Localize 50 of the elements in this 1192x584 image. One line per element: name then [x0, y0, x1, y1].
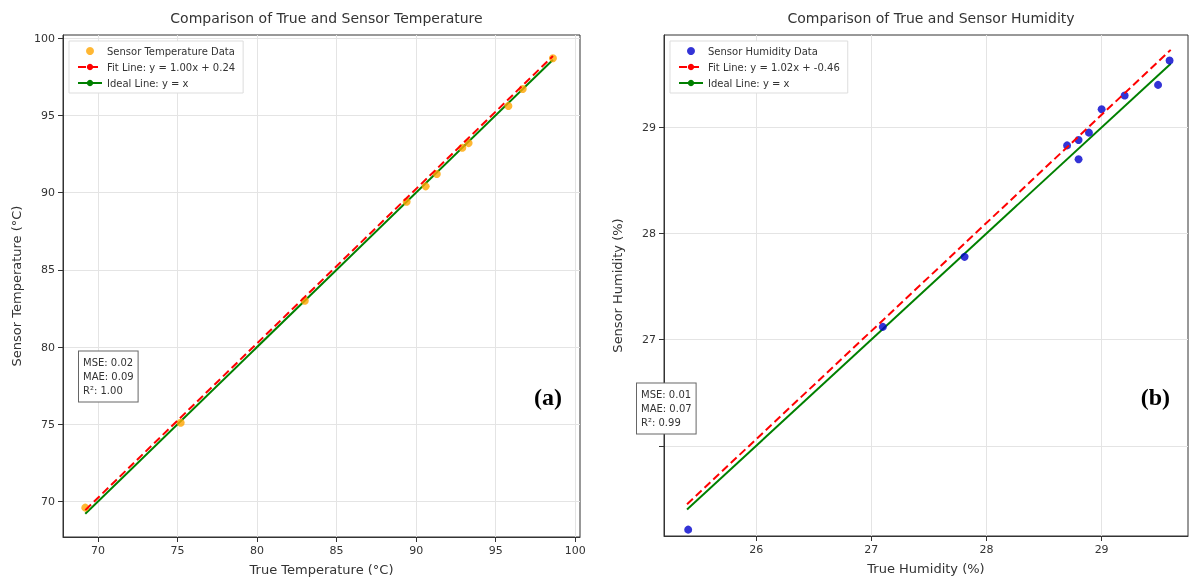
y-tick-label: 90: [41, 186, 55, 200]
y-axis-title: Sensor Humidity (%): [610, 218, 625, 353]
legend-label: Ideal Line: y = x: [107, 77, 189, 89]
legend-label: Ideal Line: y = x: [708, 77, 790, 89]
point: [432, 170, 441, 179]
y-tick-label: 100: [34, 31, 55, 45]
chart-title: Comparison of True and Sensor Temperature: [170, 10, 483, 26]
point: [504, 102, 513, 111]
annotation: (a): [534, 384, 562, 411]
annotation: MSE: 0.02 MAE: 0.09 R²: 1.00: [83, 356, 134, 396]
y-tick-label: 29: [642, 120, 656, 134]
point: [1084, 128, 1093, 137]
x-tick-label: 29: [1094, 543, 1109, 556]
x-tick-label: 80: [250, 544, 265, 557]
x-tick-label: 70: [91, 544, 105, 557]
x-tick-label: 28: [979, 543, 994, 556]
x-tick-label: 75: [170, 544, 185, 557]
point: [1154, 80, 1163, 89]
point: [1074, 155, 1083, 164]
point: [1165, 56, 1174, 65]
y-tick-label: 27: [642, 333, 656, 347]
y-tick-label: 70: [41, 494, 55, 508]
legend-label: Sensor Humidity Data: [708, 45, 818, 57]
point: [960, 252, 969, 261]
y-axis-title: Sensor Temperature (°C): [9, 205, 24, 367]
y-tick-label: 75: [41, 417, 55, 431]
point: [1097, 105, 1106, 114]
x-tick-label: 100: [564, 544, 586, 557]
x-axis-title: True Temperature (°C): [248, 562, 394, 577]
x-tick-label: 27: [864, 543, 879, 556]
legend-label: Fit Line: y = 1.02x + -0.46: [708, 61, 840, 73]
annotation: MSE: 0.01 MAE: 0.07 R²: 0.99: [641, 389, 692, 429]
x-tick-label: 85: [329, 544, 344, 557]
point: [684, 525, 693, 534]
point: [878, 322, 887, 331]
x-tick-label: 26: [749, 543, 764, 556]
x-tick-label: 95: [488, 544, 503, 557]
y-tick-label: 80: [41, 340, 55, 354]
y-tick-label: 85: [41, 263, 55, 277]
x-tick-label: 90: [409, 544, 424, 557]
annotation: (b): [1140, 384, 1171, 411]
legend-label: Sensor Temperature Data: [107, 45, 235, 57]
point: [421, 182, 430, 191]
point: [464, 139, 473, 148]
chart-title: Comparison of True and Sensor Humidity: [787, 10, 1075, 26]
point: [176, 418, 185, 427]
x-axis-title: True Humidity (%): [866, 561, 985, 576]
legend-label: Fit Line: y = 1.00x + 0.24: [107, 61, 236, 73]
y-tick-label: 95: [41, 108, 55, 122]
y-tick-label: 28: [642, 226, 656, 240]
